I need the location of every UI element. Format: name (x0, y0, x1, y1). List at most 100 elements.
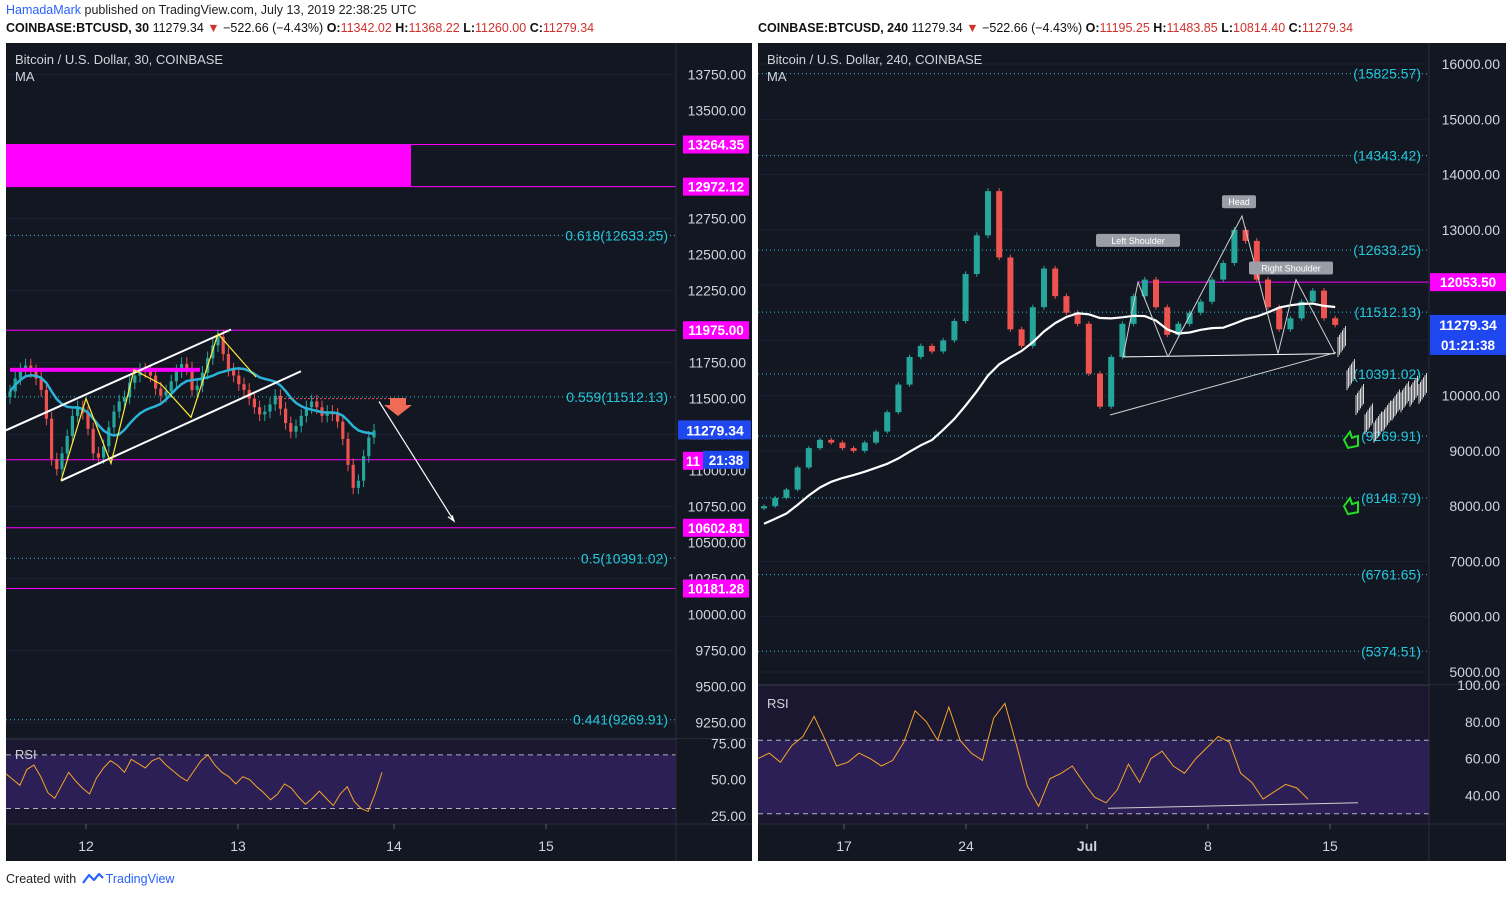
left-candle (304, 407, 308, 416)
right-high: 11483.85 (1166, 21, 1218, 35)
right-x-tick: 24 (958, 838, 974, 854)
right-fib-label: (14343.42) (1353, 148, 1421, 164)
left-y-tick: 10500.00 (688, 535, 747, 551)
left-candle (91, 428, 95, 454)
right-candle (1265, 279, 1271, 308)
left-candle (278, 395, 282, 409)
left-fib-label: 0.559(11512.13) (566, 389, 668, 405)
right-candle (895, 384, 902, 413)
left-chart-panel[interactable]: 0.618(12633.25) 0.559(11512.13) 0.5(10391.… (6, 43, 752, 861)
left-candle (159, 388, 163, 396)
left-candle (268, 404, 272, 412)
right-current-price: 11279.34 (1439, 317, 1497, 333)
left-candle (310, 401, 314, 408)
right-low: 10814.40 (1233, 21, 1286, 35)
left-candle (76, 407, 80, 416)
left-candle (216, 336, 220, 346)
right-y-tick: 5000.00 (1449, 664, 1500, 680)
right-chart-panel[interactable]: (15825.57) (14343.42) (12633.25) (11512.13)… (758, 43, 1506, 861)
left-candle (232, 369, 236, 376)
right-head-lines (1167, 214, 1279, 358)
left-x-tick: 15 (538, 838, 554, 854)
left-y-tick: 9500.00 (695, 679, 746, 695)
left-candle (107, 427, 111, 447)
right-fib-label: (6761.65) (1361, 567, 1421, 583)
left-candle (102, 446, 106, 458)
right-candle (996, 191, 1003, 258)
right-head-label-bg (1222, 195, 1256, 209)
right-chart-svg[interactable]: (15825.57) (14343.42) (12633.25) (11512.13)… (758, 43, 1506, 861)
right-candle (1220, 263, 1227, 280)
left-level-tag (683, 177, 749, 196)
right-moving-average (763, 302, 1336, 525)
right-y-tick: 7000.00 (1449, 553, 1500, 569)
left-chart-svg[interactable]: 0.618(12633.25) 0.559(11512.13) 0.5(10391.… (6, 43, 752, 861)
left-candle (336, 414, 340, 422)
right-fib-label: (11512.13) (1354, 304, 1421, 320)
right-close: 11279.34 (1301, 21, 1354, 35)
left-candle (65, 436, 69, 454)
right-fib-label: (10391.02) (1353, 366, 1421, 382)
right-candle (1074, 312, 1081, 324)
left-rsi-tick: 50.00 (711, 772, 746, 788)
right-rsi-axis (1429, 685, 1506, 823)
right-y-tick: 15000.00 (1442, 111, 1501, 127)
left-y-tick: 13750.00 (688, 67, 747, 83)
right-rsi-band (758, 740, 1429, 814)
right-y-tick: 14000.00 (1442, 167, 1501, 183)
down-arrow-icon: ▼ (207, 21, 220, 35)
left-level-tag (683, 579, 749, 598)
left-rsi-line (6, 754, 383, 813)
right-candle (839, 442, 846, 449)
left-candle (263, 411, 267, 415)
left-rsi-band (6, 754, 676, 809)
right-open: 11195.25 (1099, 21, 1150, 35)
left-level-tag-text: 10602.81 (688, 521, 745, 536)
right-candle (929, 345, 935, 352)
left-level-tag-text: 13264.35 (688, 138, 745, 153)
right-indicator-label: MA (767, 69, 787, 84)
left-candle (351, 464, 355, 488)
left-candle (180, 364, 184, 372)
tradingview-link[interactable]: TradingView (105, 872, 175, 886)
right-candle (985, 191, 991, 236)
left-arrow-head (447, 515, 456, 523)
left-candle (8, 391, 12, 398)
left-y-tick: 12750.00 (688, 211, 747, 227)
right-right-shoulder-label: Right Shoulder (1261, 264, 1321, 274)
right-fib-label: (8148.79) (1361, 490, 1421, 506)
left-candle (315, 401, 319, 408)
publish-info: HamadaMark published on TradingView.com,… (6, 3, 416, 17)
left-magenta-marker (10, 367, 200, 372)
left-candle (273, 395, 277, 405)
right-candle (951, 321, 958, 341)
right-candle (940, 340, 947, 352)
right-candle (906, 356, 913, 385)
left-candle (169, 381, 173, 392)
left-fib-label: 0.5(10391.02) (581, 550, 668, 566)
right-rsi-divergence-line (1107, 802, 1359, 809)
right-candle (1041, 268, 1047, 308)
right-candle (794, 467, 801, 490)
left-countdown-tag (703, 450, 749, 469)
left-candle (226, 353, 230, 370)
right-c-label: C: (1288, 21, 1302, 35)
right-countdown: 01:21:38 (1441, 338, 1496, 353)
right-candle (1063, 296, 1070, 313)
left-y-tick: 10750.00 (688, 499, 747, 515)
left-level-tag-text: 11975.00 (688, 323, 744, 338)
left-candle (50, 418, 54, 460)
left-candle (39, 378, 43, 390)
right-y-tick: 13000.00 (1442, 222, 1501, 238)
right-candle (1052, 268, 1059, 297)
right-change: −522.66 (−4.43%) (982, 21, 1083, 35)
left-y-tick: 9750.00 (695, 643, 746, 659)
left-candle (242, 384, 246, 390)
author-link[interactable]: HamadaMark (6, 3, 82, 17)
right-level-tag (1430, 273, 1506, 292)
right-candle (1309, 290, 1316, 302)
right-candle (783, 489, 790, 498)
right-candle (1242, 229, 1249, 241)
right-left-shoulder-label-bg (1096, 233, 1180, 247)
left-candle (294, 425, 298, 432)
